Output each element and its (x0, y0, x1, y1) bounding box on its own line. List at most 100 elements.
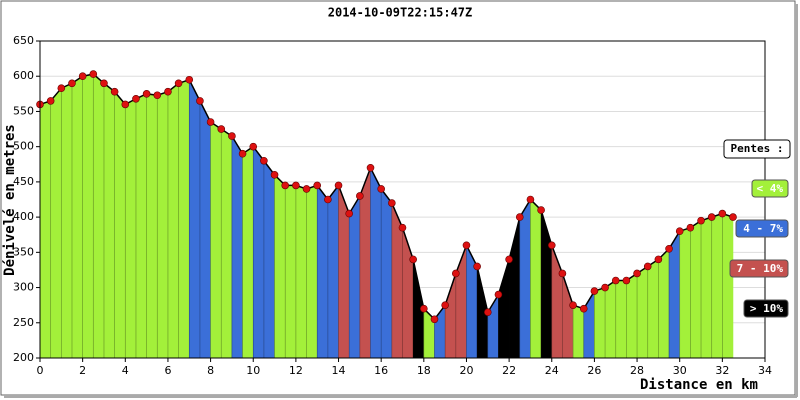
slope-segment (711, 213, 723, 359)
x-tick-label: 16 (374, 364, 388, 377)
point (633, 269, 641, 278)
point (558, 269, 567, 278)
slope-segment (39, 100, 51, 359)
point (121, 100, 130, 109)
slope-segment (284, 185, 297, 359)
point (729, 213, 737, 221)
x-tick-label: 0 (37, 364, 44, 377)
point (483, 308, 492, 317)
point (462, 241, 471, 250)
point (366, 164, 375, 172)
slope-segment (231, 135, 243, 359)
x-tick-label: 8 (207, 364, 214, 377)
point (388, 199, 396, 207)
point (68, 79, 76, 88)
point (494, 290, 503, 299)
legend-label: 4 - 7% (743, 222, 783, 235)
point (46, 97, 55, 105)
point (164, 87, 172, 96)
slope-segment (604, 280, 616, 359)
x-tick-label: 20 (459, 364, 473, 377)
point (174, 79, 183, 88)
slope-segment (50, 87, 62, 359)
point (185, 75, 194, 84)
legend-title-box (723, 139, 791, 159)
point (569, 301, 577, 309)
point (452, 269, 460, 278)
point (249, 142, 258, 151)
slope-segment (263, 160, 275, 359)
point (611, 276, 620, 285)
y-tick-label: 350 (13, 245, 34, 258)
point (515, 213, 524, 221)
point (622, 276, 631, 285)
point (377, 185, 385, 193)
point (441, 301, 449, 309)
slope-segment (221, 128, 233, 359)
slope-segment (93, 73, 105, 359)
point (579, 304, 588, 313)
point (537, 206, 545, 214)
point (718, 209, 727, 218)
point (345, 209, 353, 218)
x-tick-label: 32 (715, 364, 729, 377)
legend-title: Pentes : (731, 142, 784, 155)
legend-swatch (735, 219, 789, 238)
slope-segment (295, 185, 307, 359)
point (153, 91, 162, 100)
slope-segment (167, 82, 179, 359)
slope-segment (615, 280, 627, 359)
x-tick-label: 22 (502, 364, 516, 377)
plot (36, 40, 766, 359)
legend-label: > 10% (750, 302, 783, 315)
point (665, 245, 673, 253)
slope-segment (647, 258, 659, 359)
point (292, 181, 300, 190)
point (526, 195, 535, 204)
slope-segment (530, 198, 542, 359)
x-tick-label: 4 (122, 364, 129, 377)
y-tick-label: 550 (13, 104, 34, 117)
point (398, 223, 407, 232)
point (260, 156, 268, 165)
x-tick-label: 34 (758, 364, 772, 377)
point (313, 181, 322, 190)
point (110, 87, 119, 96)
slope-segment (274, 174, 286, 359)
point (686, 223, 695, 232)
chart-title: 2014-10-09T22:15:47Z (328, 6, 473, 20)
y-tick-label: 450 (13, 175, 34, 188)
slope-segment (626, 273, 638, 359)
x-tick-label: 2 (79, 364, 86, 377)
slope-segment (636, 265, 648, 359)
point (238, 149, 247, 158)
slope-segment (242, 146, 254, 359)
slope-segment (71, 75, 83, 359)
point (100, 79, 108, 88)
x-tick-label: 28 (630, 364, 644, 377)
point (334, 181, 343, 190)
slope-segment (146, 93, 158, 359)
point (57, 84, 66, 92)
slope-segment (178, 79, 190, 359)
point (590, 287, 599, 295)
point (217, 125, 226, 133)
slope-segment (700, 216, 712, 359)
slope-segment (594, 287, 606, 359)
point (505, 255, 513, 264)
slope-segment (572, 304, 584, 359)
slope-segment (189, 79, 201, 359)
point (78, 72, 87, 81)
x-tick-label: 14 (332, 364, 346, 377)
legend-swatch (743, 299, 789, 318)
x-axis-label: Distance en km (640, 377, 758, 393)
slope-segment (380, 188, 393, 359)
slope-segment (316, 184, 329, 359)
legend-label: 7 - 10% (737, 262, 784, 275)
y-tick-label: 600 (13, 69, 34, 82)
legend-swatch (751, 179, 789, 198)
legend-label: < 4% (757, 182, 784, 195)
point (707, 213, 716, 221)
point (228, 132, 236, 140)
